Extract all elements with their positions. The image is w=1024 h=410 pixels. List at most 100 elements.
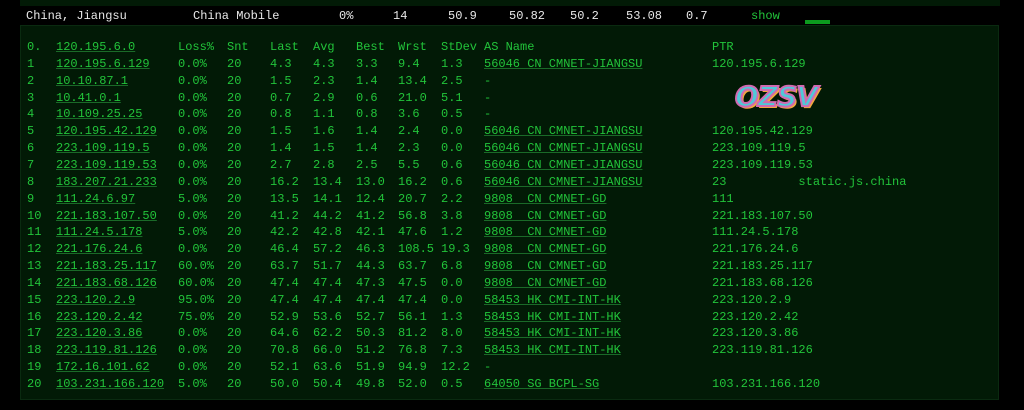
cell-as: - [484, 90, 492, 105]
cell-as[interactable]: 56046 CN CMNET-JIANGSU [484, 56, 643, 71]
table-row: 1 120.195.6.129 0.0% 20 4.3 4.3 3.3 9.4 1.3 56046… [21, 57, 998, 74]
cell-last: 2.7 [270, 157, 292, 172]
cell-ptr: 223.120.3.86 [712, 326, 799, 341]
cell-snt: 20 [227, 107, 242, 122]
cell-snt: 20 [227, 208, 242, 223]
cell-host[interactable]: 172.16.101.62 [56, 360, 150, 375]
table-row: 11 111.24.5.178 5.0% 20 42.2 42.8 42.1 47.6 1.2 9… [21, 225, 998, 242]
cell-last: 70.8 [270, 343, 299, 358]
hops: 14 [393, 9, 408, 23]
cell-snt: 20 [227, 326, 242, 341]
cell-host[interactable]: 120.195.6.129 [56, 56, 150, 71]
table-row: 14 221.183.68.126 60.0% 20 47.4 47.4 47.3 47.5 0… [21, 276, 998, 293]
cell-as[interactable]: 58453 HK CMI-INT-HK [484, 292, 621, 307]
cell-loss: 5.0% [178, 377, 207, 391]
cell-host[interactable]: 223.120.3.86 [56, 326, 143, 341]
active-indicator [805, 20, 830, 24]
cell-as[interactable]: 58453 HK CMI-INT-HK [484, 309, 621, 324]
cell-avg: 2.3 [313, 73, 335, 88]
cell-as[interactable]: 9808 CN CMNET-GD [484, 259, 607, 274]
show-link[interactable]: show [751, 9, 780, 23]
cell-wrst: 47.4 [398, 292, 427, 307]
col-avg: Avg [313, 40, 335, 54]
value-3: 50.2 [570, 9, 599, 23]
cell-loss: 0.0% [178, 360, 207, 375]
cell-wrst: 2.4 [398, 124, 420, 139]
cell-stdev: 0.6 [441, 157, 463, 172]
cell-stdev: 0.6 [441, 174, 463, 189]
col-ptr: PTR [712, 40, 734, 54]
cell-ptr: 103.231.166.120 [712, 377, 821, 391]
cell-host[interactable]: 10.10.87.1 [56, 73, 129, 88]
cell-avg: 42.8 [313, 225, 342, 240]
cell-idx: 2 [27, 73, 35, 88]
cell-host[interactable]: 111.24.5.178 [56, 225, 143, 240]
table-row: 3 10.41.0.1 0.0% 20 0.7 2.9 0.6 21.0 5.1 - [21, 91, 998, 108]
cell-host[interactable]: 221.183.107.50 [56, 208, 157, 223]
cell-wrst: 3.6 [398, 107, 420, 122]
cell-host[interactable]: 223.109.119.5 [56, 141, 150, 156]
cell-host[interactable]: 10.109.25.25 [56, 107, 143, 122]
cell-best: 13.0 [356, 174, 385, 189]
cell-stdev: 1.3 [441, 309, 463, 324]
cell-idx: 5 [27, 124, 35, 139]
cell-snt: 20 [227, 73, 242, 88]
cell-last: 64.6 [270, 326, 299, 341]
cell-avg: 47.4 [313, 275, 342, 290]
cell-as[interactable]: 9808 CN CMNET-GD [484, 242, 607, 257]
cell-host[interactable]: 221.183.25.117 [56, 259, 157, 274]
cell-idx: 20 [27, 377, 42, 391]
cell-as[interactable]: 9808 CN CMNET-GD [484, 191, 607, 206]
col-loss: Loss% [178, 40, 215, 54]
cell-best: 47.3 [356, 275, 385, 290]
cell-as[interactable]: 58453 HK CMI-INT-HK [484, 343, 621, 358]
table-row: 17 223.120.3.86 0.0% 20 64.6 62.2 50.3 81.2 8.0 5… [21, 326, 998, 343]
cell-host[interactable]: 103.231.166.120 [56, 377, 165, 391]
cell-snt: 20 [227, 90, 242, 105]
cell-idx: 9 [27, 191, 35, 206]
cell-host[interactable]: 221.176.24.6 [56, 242, 143, 257]
cell-as[interactable]: 64050 SG BCPL-SG [484, 377, 600, 391]
cell-host[interactable]: 111.24.6.97 [56, 191, 136, 206]
table-row: 13 221.183.25.117 60.0% 20 63.7 51.7 44.3 63.7 6… [21, 259, 998, 276]
cell-host[interactable]: 223.119.81.126 [56, 343, 157, 358]
table-row: 18 223.119.81.126 0.0% 20 70.8 66.0 51.2 76.8 7.… [21, 343, 998, 360]
cell-as[interactable]: 9808 CN CMNET-GD [484, 275, 607, 290]
table-row: 7 223.109.119.53 0.0% 20 2.7 2.8 2.5 5.5 0.6 5604… [21, 158, 998, 175]
cell-host[interactable]: 183.207.21.233 [56, 174, 157, 189]
col-wrst: Wrst [398, 40, 427, 54]
cell-loss: 0.0% [178, 157, 207, 172]
cell-avg: 2.8 [313, 157, 335, 172]
cell-as[interactable]: 56046 CN CMNET-JIANGSU [484, 141, 643, 156]
cell-host[interactable]: 120.195.42.129 [56, 124, 157, 139]
cell-as[interactable]: 58453 HK CMI-INT-HK [484, 326, 621, 341]
col-idx: 0. [27, 40, 42, 54]
cell-stdev: 5.1 [441, 90, 463, 105]
cell-as[interactable]: 56046 CN CMNET-JIANGSU [484, 174, 643, 189]
cell-as[interactable]: 56046 CN CMNET-JIANGSU [484, 124, 643, 139]
cell-as[interactable]: 9808 CN CMNET-GD [484, 208, 607, 223]
cell-wrst: 20.7 [398, 191, 427, 206]
value-1: 50.9 [448, 9, 477, 23]
cell-wrst: 76.8 [398, 343, 427, 358]
cell-best: 51.2 [356, 343, 385, 358]
cell-idx: 18 [27, 343, 42, 358]
col-host[interactable]: 120.195.6.0 [56, 40, 136, 54]
cell-best: 44.3 [356, 259, 385, 274]
cell-host[interactable]: 10.41.0.1 [56, 90, 121, 105]
cell-host[interactable]: 223.120.2.9 [56, 292, 136, 307]
value-4: 53.08 [626, 9, 663, 23]
isp: China Mobile [193, 9, 280, 23]
cell-host[interactable]: 223.109.119.53 [56, 157, 157, 172]
cell-as[interactable]: 56046 CN CMNET-JIANGSU [484, 157, 643, 172]
cell-best: 1.4 [356, 124, 378, 139]
cell-host[interactable]: 223.120.2.42 [56, 309, 143, 324]
cell-last: 0.7 [270, 90, 292, 105]
mtr-panel: 0. 120.195.6.0 Loss% Snt Last Avg Best Wrst StDe… [20, 25, 999, 400]
cell-stdev: 0.0 [441, 124, 463, 139]
cell-host[interactable]: 221.183.68.126 [56, 275, 157, 290]
cell-wrst: 52.0 [398, 377, 427, 391]
cell-as[interactable]: 9808 CN CMNET-GD [484, 225, 607, 240]
cell-stdev: 0.0 [441, 292, 463, 307]
table-row: 10 221.183.107.50 0.0% 20 41.2 44.2 41.2 56.8 3.… [21, 209, 998, 226]
